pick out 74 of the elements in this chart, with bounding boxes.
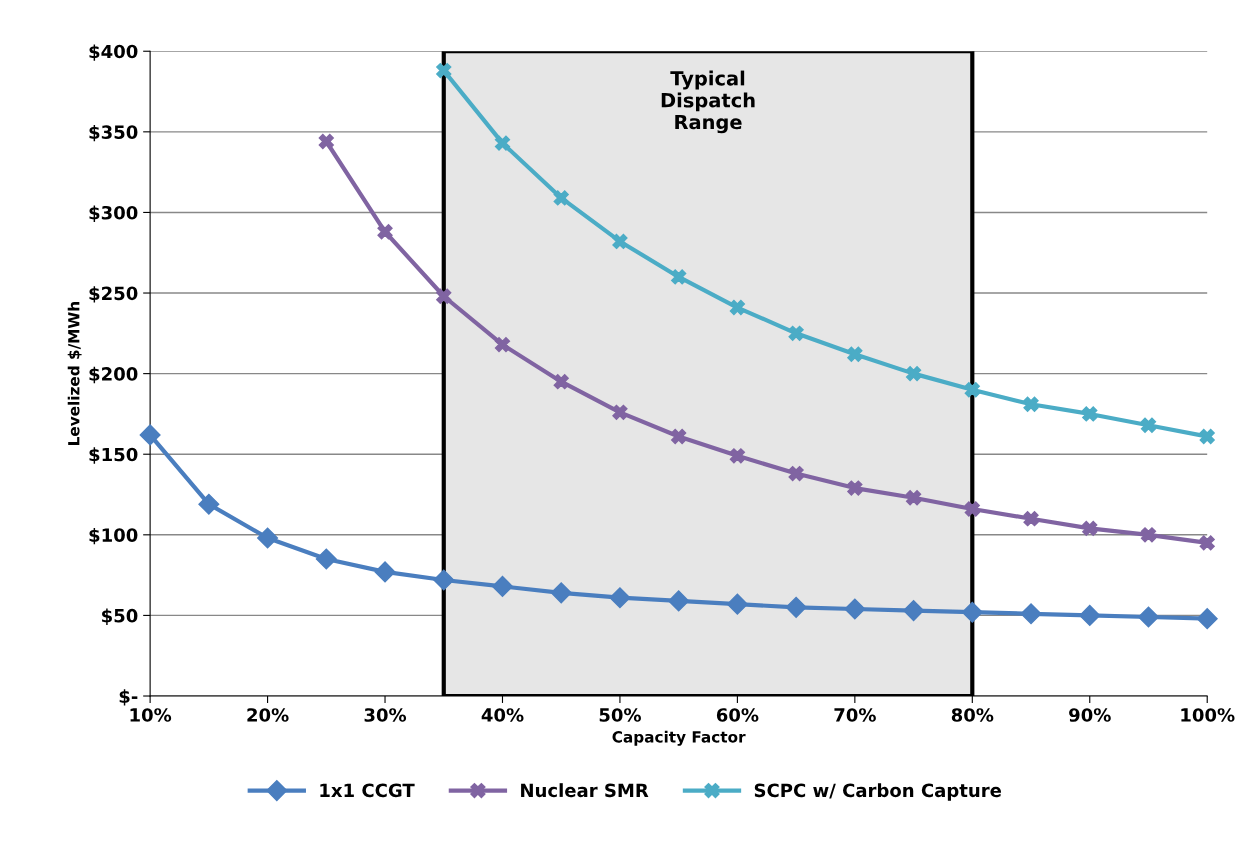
y-tick-label: $200 [89,366,138,384]
x-tick-label: 60% [716,708,759,722]
x-tick-label: 100% [1181,708,1235,722]
point [1020,603,1042,625]
point [436,288,452,304]
point [550,582,572,604]
point [903,600,925,622]
point [905,490,922,506]
x-tick-label: 20% [247,708,289,722]
point [374,561,396,583]
point [494,135,511,151]
point [377,224,393,240]
point [1140,527,1157,543]
x-tick-label: 50% [599,708,641,722]
point [671,269,687,285]
y-tick-label: $250 [89,286,138,303]
point [668,590,690,612]
point [1137,606,1160,628]
point [1082,406,1098,422]
y-tick-label: $- [119,689,138,706]
y-tick-label: $150 [89,447,138,464]
x-tick-label: 70% [834,708,876,722]
point [729,448,746,464]
point [785,596,807,618]
band-label: Typical Dispatch Range [661,70,755,134]
point [844,598,866,620]
point [494,336,511,353]
point [847,346,863,362]
point [1199,535,1215,551]
point [847,480,863,496]
point [612,233,628,250]
point [729,299,746,316]
point [1199,428,1215,445]
point [436,62,452,79]
point [788,465,804,482]
y-tick-label: $300 [89,205,138,222]
point [726,593,748,615]
x-tick-label: 30% [364,708,407,722]
point [315,548,337,570]
y-tick-label: $350 [89,124,138,142]
y-tick-label: $50 [102,608,138,625]
point [1082,520,1098,537]
y-tick-label: $100 [89,527,138,545]
legend-label: SCPC w/ Carbon Capture [754,783,1002,801]
point [139,424,161,446]
x-tick-label: 10% [130,708,172,722]
x-tick-label: 90% [1069,708,1111,722]
point [257,527,279,549]
point [964,382,980,398]
point [433,569,455,591]
point [964,501,980,517]
point [553,190,569,206]
point [1023,396,1039,412]
point [1023,511,1039,527]
point [788,325,804,341]
point [1140,417,1157,433]
point [553,374,569,390]
x-axis-title: Capacity Factor [612,730,746,746]
point [1079,604,1101,626]
point [671,428,687,445]
y-axis-title: Levelized $/MWh [67,302,82,445]
point [905,365,922,382]
y-tick-label: $400 [89,44,138,61]
point [491,575,514,597]
x-tick-label: 40% [481,708,524,722]
point [318,133,334,150]
point [609,587,631,609]
legend-label: 1x1 CCGT [320,783,415,798]
point [961,601,983,623]
point [198,493,220,515]
legend-label: Nuclear SMR [521,783,649,798]
x-tick-label: 80% [951,708,994,722]
point [1196,608,1218,630]
point [612,404,628,420]
